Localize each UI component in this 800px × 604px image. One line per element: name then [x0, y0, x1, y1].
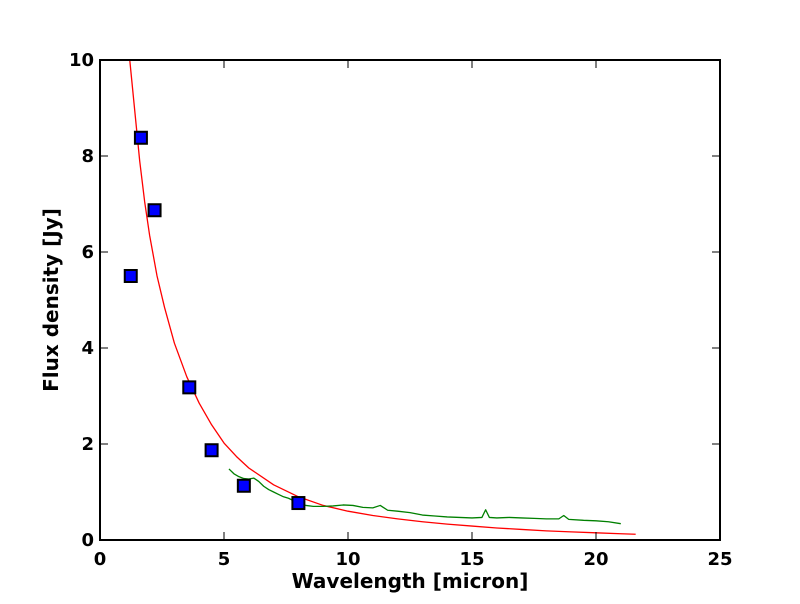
photometry-point — [182, 380, 197, 395]
x-tick-label: 25 — [707, 549, 732, 570]
plot-frame — [99, 59, 721, 541]
y-axis-label: Flux density [Jy] — [39, 208, 63, 392]
x-tick-label: 20 — [583, 549, 608, 570]
y-tick-label: 4 — [81, 338, 94, 359]
photometry-point — [147, 203, 162, 218]
photometry-point — [133, 130, 148, 145]
x-tick-label: 0 — [94, 549, 107, 570]
y-tick-label: 0 — [81, 530, 94, 551]
y-tick-label: 2 — [81, 434, 94, 455]
y-tick-label: 8 — [81, 146, 94, 167]
y-tick-label: 6 — [81, 242, 94, 263]
photometry-point — [236, 478, 251, 493]
x-axis-label: Wavelength [micron] — [292, 569, 529, 593]
x-tick-label: 5 — [218, 549, 231, 570]
x-tick-label: 15 — [459, 549, 484, 570]
x-tick-label: 10 — [335, 549, 360, 570]
y-tick-label: 10 — [69, 50, 94, 71]
photometry-point — [123, 269, 138, 283]
tick-layer: 0 5 10 15 20 25 0 2 4 6 8 10 — [69, 50, 733, 570]
series-layer — [123, 60, 636, 535]
spectrum-line — [228, 468, 621, 525]
photometry-point — [291, 496, 306, 511]
model-curve-line — [129, 60, 636, 535]
photometry-point — [204, 443, 219, 458]
